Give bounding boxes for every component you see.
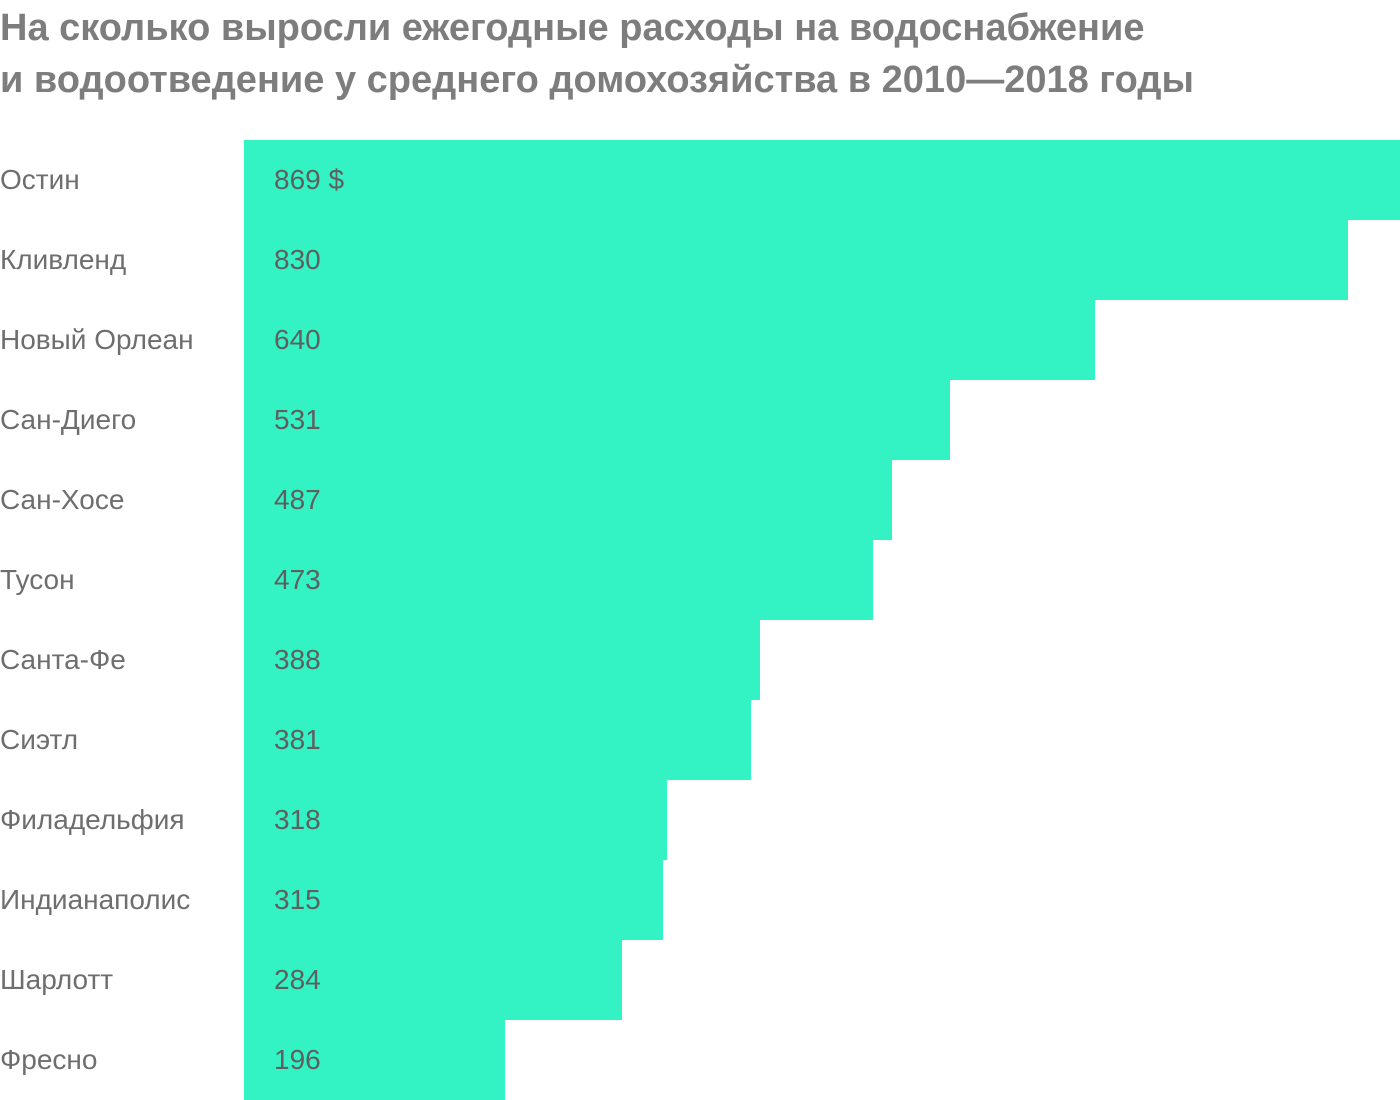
category-label: Тусон — [0, 564, 75, 595]
bar — [244, 140, 1400, 220]
bar-row: Шарлотт 284 — [0, 940, 1400, 1020]
value-label: 284 — [274, 964, 321, 995]
category-label: Шарлотт — [0, 964, 114, 995]
bar — [244, 460, 892, 540]
bar-row: Сан-Хосе 487 — [0, 460, 1400, 540]
category-label: Кливленд — [0, 244, 127, 275]
category-label: Фресно — [0, 1044, 98, 1075]
chart-title: На сколько выросли ежегодные расходы на … — [0, 2, 1400, 106]
value-label: 869 $ — [274, 164, 345, 195]
value-label: 473 — [274, 564, 321, 595]
bar — [244, 700, 751, 780]
bar-row: Сан-Диего 531 — [0, 380, 1400, 460]
bar — [244, 780, 667, 860]
bar-row: Остин 869 $ — [0, 140, 1400, 220]
bar — [244, 380, 950, 460]
bar-row: Тусон 473 — [0, 540, 1400, 620]
value-label: 315 — [274, 884, 321, 915]
value-label: 487 — [274, 484, 321, 515]
value-label: 388 — [274, 644, 321, 675]
value-label: 196 — [274, 1044, 321, 1075]
value-label: 830 — [274, 244, 321, 275]
category-label: Новый Орлеан — [0, 324, 194, 355]
bar-row: Кливленд 830 — [0, 220, 1400, 300]
bar — [244, 300, 1095, 380]
category-label: Филадельфия — [0, 804, 185, 835]
category-label: Индианаполис — [0, 884, 191, 915]
category-label: Санта-Фе — [0, 644, 126, 675]
chart-title-line-2: и водоотведение у среднего домохозяйства… — [0, 59, 1194, 101]
value-label: 531 — [274, 404, 321, 435]
bar — [244, 620, 760, 700]
category-label: Сан-Хосе — [0, 484, 125, 515]
bar — [244, 220, 1348, 300]
bar-chart: Остин 869 $ Кливленд 830 Новый Орлеан 640 Сан-… — [0, 140, 1400, 1100]
value-label: 318 — [274, 804, 321, 835]
bar-row: Фресно 196 — [0, 1020, 1400, 1100]
bar — [244, 860, 663, 940]
bar-row: Новый Орлеан 640 — [0, 300, 1400, 380]
bar — [244, 1020, 505, 1100]
category-label: Сиэтл — [0, 724, 79, 755]
bar-row: Сиэтл 381 — [0, 700, 1400, 780]
category-label: Остин — [0, 164, 80, 195]
chart-title-line-1: На сколько выросли ежегодные расходы на … — [0, 7, 1145, 49]
value-label: 381 — [274, 724, 321, 755]
bar-row: Санта-Фе 388 — [0, 620, 1400, 700]
category-label: Сан-Диего — [0, 404, 137, 435]
bar-row: Индианаполис 315 — [0, 860, 1400, 940]
bar — [244, 940, 622, 1020]
value-label: 640 — [274, 324, 321, 355]
bar-row: Филадельфия 318 — [0, 780, 1400, 860]
bar — [244, 540, 873, 620]
